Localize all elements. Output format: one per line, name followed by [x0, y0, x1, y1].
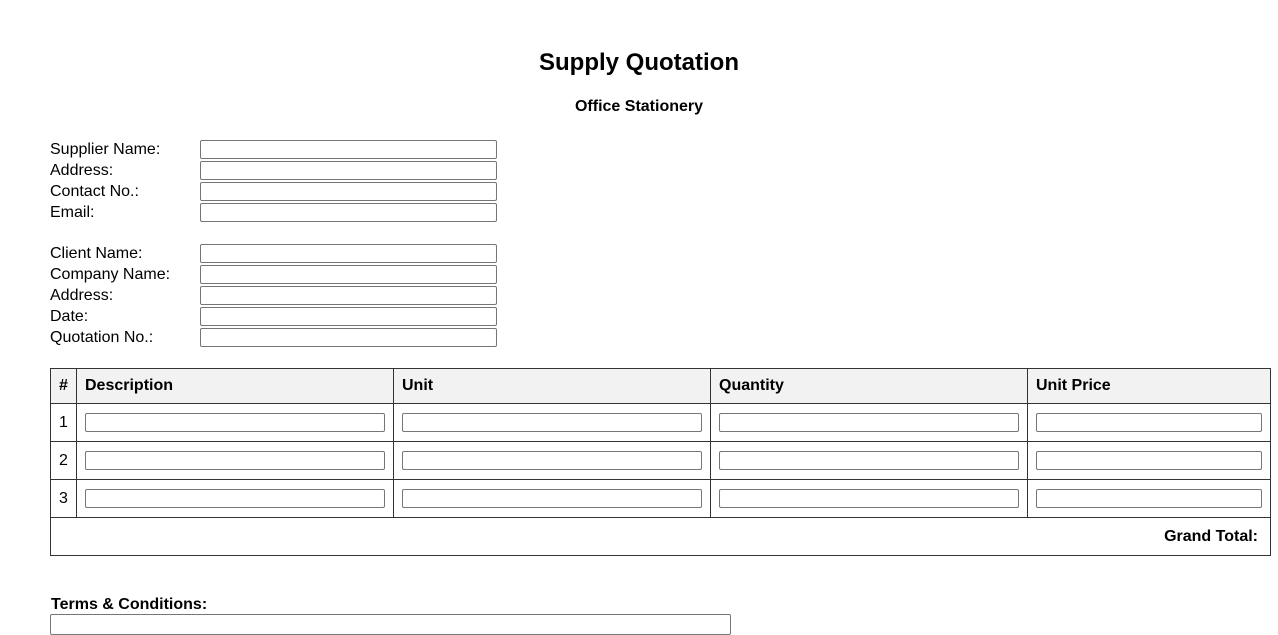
- row-number: 3: [50, 479, 77, 518]
- supplier-name-label: Supplier Name:: [50, 140, 161, 158]
- supplier-email-label: Email:: [50, 203, 95, 221]
- client-address-input[interactable]: [200, 286, 497, 305]
- quantity-input[interactable]: [719, 489, 1019, 508]
- header-unit-price: Unit Price: [1027, 368, 1271, 404]
- table-row: 1: [50, 403, 1271, 442]
- description-input[interactable]: [85, 489, 385, 508]
- row-number: 2: [50, 441, 77, 480]
- client-address-label: Address:: [50, 286, 114, 304]
- client-section: Client Name: Company Name: Address: Date…: [50, 243, 497, 348]
- unit-price-input[interactable]: [1036, 451, 1262, 470]
- supplier-address-input[interactable]: [200, 161, 497, 180]
- header-quantity: Quantity: [710, 368, 1028, 404]
- client-name-input[interactable]: [200, 244, 497, 263]
- grand-total-label: Grand Total:: [50, 517, 1271, 556]
- unit-input[interactable]: [402, 451, 702, 470]
- unit-price-input[interactable]: [1036, 489, 1262, 508]
- supplier-section: Supplier Name: Address: Contact No.: Ema…: [50, 139, 497, 223]
- unit-input[interactable]: [402, 489, 702, 508]
- date-input[interactable]: [200, 307, 497, 326]
- header-description: Description: [76, 368, 394, 404]
- row-number: 1: [50, 403, 77, 442]
- quotation-no-input[interactable]: [200, 328, 497, 347]
- header-unit: Unit: [393, 368, 711, 404]
- grand-total-row: Grand Total:: [50, 517, 1271, 556]
- client-name-label: Client Name:: [50, 244, 143, 262]
- description-input[interactable]: [85, 413, 385, 432]
- description-input[interactable]: [85, 451, 385, 470]
- quantity-input[interactable]: [719, 413, 1019, 432]
- supplier-contact-label: Contact No.:: [50, 182, 139, 200]
- date-label: Date:: [50, 307, 89, 325]
- header-number: #: [50, 368, 77, 404]
- terms-label: Terms & Conditions:: [51, 596, 208, 613]
- unit-input[interactable]: [402, 413, 702, 432]
- quotation-no-label: Quotation No.:: [50, 328, 154, 346]
- quantity-input[interactable]: [719, 451, 1019, 470]
- company-name-label: Company Name:: [50, 265, 171, 283]
- supplier-name-input[interactable]: [200, 140, 497, 159]
- supplier-address-label: Address:: [50, 161, 114, 179]
- unit-price-input[interactable]: [1036, 413, 1262, 432]
- terms-textarea[interactable]: [50, 614, 731, 635]
- table-row: 2: [50, 441, 1271, 480]
- page-subtitle: Office Stationery: [574, 98, 704, 115]
- table-row: 3: [50, 479, 1271, 518]
- supplier-email-input[interactable]: [200, 203, 497, 222]
- company-name-input[interactable]: [200, 265, 497, 284]
- supplier-contact-input[interactable]: [200, 182, 497, 201]
- items-table: # Description Unit Quantity Unit Price 1…: [50, 368, 1271, 556]
- page-title: Supply Quotation: [539, 49, 739, 76]
- table-header-row: # Description Unit Quantity Unit Price: [50, 368, 1271, 404]
